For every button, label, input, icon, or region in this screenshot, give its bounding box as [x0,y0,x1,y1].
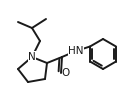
Text: HN: HN [68,46,84,56]
Text: O: O [61,68,69,78]
Text: N: N [28,52,36,62]
